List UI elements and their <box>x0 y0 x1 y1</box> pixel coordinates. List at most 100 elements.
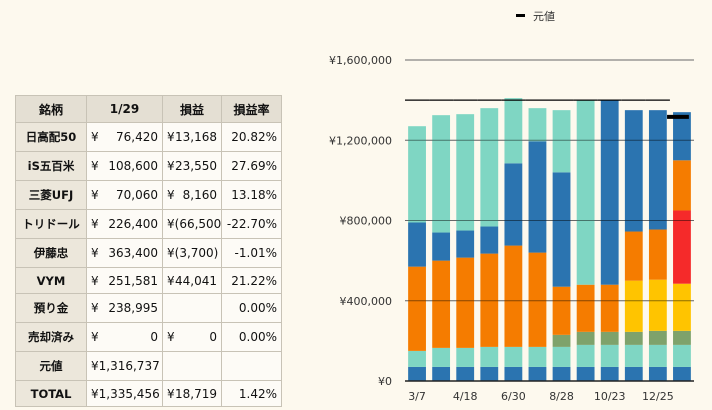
bar-segment <box>456 230 475 258</box>
bar-segment <box>528 366 547 381</box>
holding-pl: 44,041 <box>175 273 217 288</box>
holding-pl: 0 <box>209 330 217 345</box>
bar-segment <box>504 245 523 347</box>
y-tick-label: ¥800,000 <box>340 215 393 228</box>
bar-segment <box>432 232 451 261</box>
holding-rate: -1.01% <box>221 238 282 269</box>
holding-rate: 27.69% <box>221 151 282 182</box>
bar-segment <box>673 330 691 345</box>
bar-segment <box>528 252 547 347</box>
bar-segment <box>528 108 547 142</box>
holding-value-currency: ¥ <box>91 359 99 374</box>
holding-pl-cell <box>162 351 222 382</box>
table-row: 日高配50 ¥76,420 ¥13,168 20.82% <box>15 121 282 153</box>
holding-value-currency: ¥ <box>91 246 99 261</box>
holding-pl-cell: ¥18,719 <box>162 380 222 407</box>
y-tick-label: ¥400,000 <box>340 295 393 308</box>
bar-segment <box>432 366 451 381</box>
holding-value-cell: ¥226,400 <box>86 209 163 240</box>
holding-pl-cell: ¥44,041 <box>162 267 222 295</box>
bar-segment <box>576 366 595 381</box>
bar-segment <box>432 347 451 367</box>
bar-segment <box>600 366 619 381</box>
bar-segment <box>648 229 667 280</box>
bar-segment <box>552 172 571 287</box>
bar-segment <box>408 350 426 367</box>
bar-segment <box>504 346 523 367</box>
holding-value-currency: ¥ <box>91 130 99 145</box>
table-row: 伊藤忠 ¥363,400 ¥ (3,700) -1.01% <box>15 238 282 269</box>
holding-rate: 21.22% <box>221 267 282 295</box>
bar-segment <box>673 160 691 211</box>
table-row: 売却済み ¥0 ¥0 0.00% <box>15 322 282 353</box>
holding-value-currency: ¥ <box>91 273 99 288</box>
holding-value-currency: ¥ <box>91 159 99 174</box>
holding-pl: 8,160 <box>182 188 217 203</box>
x-tick-label: 8/28 <box>549 390 574 403</box>
holding-pl: (3,700) <box>174 246 219 261</box>
holding-name: iS五百米 <box>15 151 87 182</box>
bar-segment <box>432 115 451 233</box>
bar-segment <box>552 346 571 367</box>
y-tick-label: ¥0 <box>378 375 392 388</box>
holding-value-cell: ¥70,060 <box>86 180 163 211</box>
holding-rate: 20.82% <box>221 121 282 153</box>
table-row: 三菱UFJ ¥70,060 ¥8,160 13.18% <box>15 180 282 211</box>
holding-value-cell: ¥251,581 <box>86 267 163 295</box>
bar-segment <box>673 210 691 284</box>
bar-segment <box>673 344 691 367</box>
bar-segment <box>504 366 523 381</box>
holding-value-cell: ¥238,995 <box>86 293 163 324</box>
bar-segment <box>648 279 667 331</box>
holding-pl: 18,719 <box>175 386 217 401</box>
bar-segment <box>552 334 571 347</box>
bar-segment <box>504 98 523 164</box>
holdings-table: 銘柄 1/29 損益 損益率 日高配50 ¥76,420 ¥13,168 20.82%… <box>15 95 282 407</box>
x-tick-label: 6/30 <box>501 390 526 403</box>
holding-value: 1,316,737 <box>98 359 160 374</box>
bar-segment <box>673 283 691 331</box>
bar-segment <box>624 366 643 381</box>
bar-segment <box>456 347 475 367</box>
bar-segment <box>480 346 499 367</box>
y-tick-label: ¥1,200,000 <box>329 134 392 147</box>
holding-value-currency: ¥ <box>91 301 99 316</box>
holding-value: 251,581 <box>108 273 158 288</box>
bar-segment <box>576 100 595 285</box>
table-row: VYM ¥251,581 ¥44,041 21.22% <box>15 267 282 295</box>
bar-segment <box>408 366 426 381</box>
holding-value: 226,400 <box>108 217 158 232</box>
bar-segment <box>648 110 667 230</box>
holding-rate: 1.42% <box>221 380 282 407</box>
x-tick-label: 12/25 <box>642 390 674 403</box>
holding-value: 108,600 <box>108 159 158 174</box>
bar-segment <box>456 257 475 348</box>
holding-value-currency: ¥ <box>91 188 99 203</box>
table-row: 預り金 ¥238,995 0.00% <box>15 293 282 324</box>
holding-pl-currency: ¥ <box>167 217 175 232</box>
bar-segment <box>576 331 595 345</box>
holding-value: 238,995 <box>108 301 158 316</box>
holding-rate: 0.00% <box>221 322 282 353</box>
holding-value-cell: ¥363,400 <box>86 238 163 269</box>
holding-rate <box>221 351 282 382</box>
table-row: TOTAL ¥1,335,456 ¥18,719 1.42% <box>15 380 282 407</box>
x-tick-label: 10/23 <box>594 390 626 403</box>
bar-segment <box>648 366 667 381</box>
bar-segment <box>624 110 643 232</box>
bar-segment <box>600 331 619 345</box>
holding-name: トリドール <box>15 209 87 240</box>
holding-value-cell: ¥1,316,737 <box>86 351 163 382</box>
holding-pl: 13,168 <box>175 130 217 145</box>
holdings-table-container: 銘柄 1/29 損益 損益率 日高配50 ¥76,420 ¥13,168 20.82%… <box>15 95 282 407</box>
holding-value: 1,335,456 <box>98 386 160 401</box>
bar-segment <box>600 100 619 285</box>
bar-segment <box>528 141 547 253</box>
bar-segment <box>648 344 667 367</box>
bar-segment <box>624 280 643 332</box>
bar-segment <box>552 110 571 173</box>
legend-label: 元値 <box>533 10 555 23</box>
holding-pl-currency: ¥ <box>167 188 175 203</box>
bar-segment <box>552 286 571 335</box>
